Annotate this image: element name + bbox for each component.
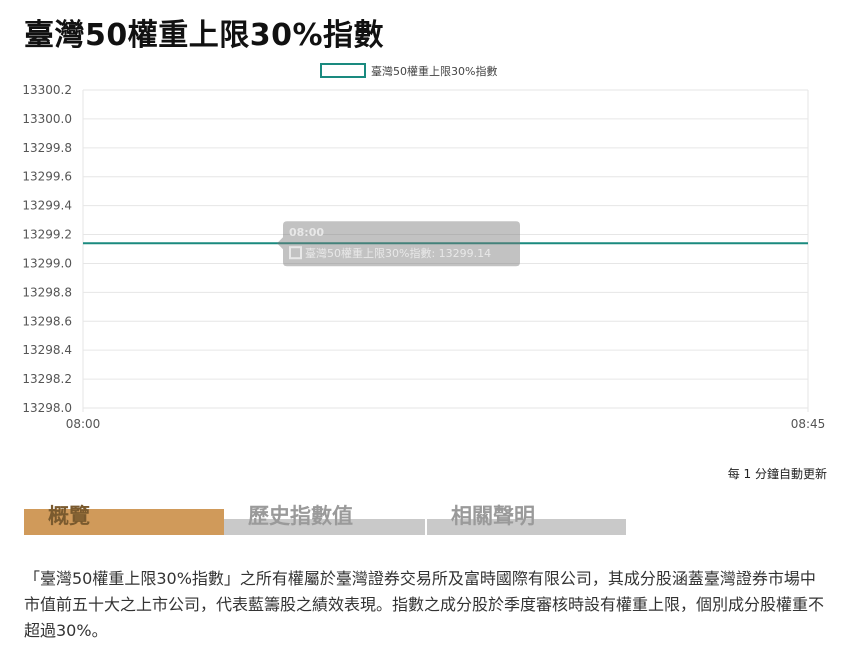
- y-tick-label: 13299.4: [22, 199, 72, 213]
- y-tick-label: 13298.8: [22, 285, 72, 299]
- tab-history[interactable]: 歷史指數值: [224, 501, 425, 535]
- chart-grid: [82, 89, 809, 412]
- tab-overview-label: 概覽: [48, 504, 90, 528]
- y-tick-label: 13298.0: [22, 401, 72, 415]
- x-tick-label: 08:00: [66, 417, 101, 431]
- y-tick-label: 13299.0: [22, 256, 72, 270]
- x-tick-label: 08:45: [791, 417, 826, 431]
- legend-swatch[interactable]: [320, 63, 366, 78]
- y-tick-label: 13299.2: [22, 228, 72, 242]
- tooltip-value: 臺灣50權重上限30%指數: 13299.14: [305, 246, 491, 260]
- y-tick-label: 13299.6: [22, 170, 72, 184]
- y-tick-label: 13298.4: [22, 343, 72, 357]
- index-description: 「臺灣50權重上限30%指數」之所有權屬於臺灣證券交易所及富時國際有限公司，其成…: [24, 569, 825, 640]
- y-tick-label: 13300.0: [22, 112, 72, 126]
- tooltip-background: [277, 221, 520, 267]
- y-tick-label: 13298.6: [22, 314, 72, 328]
- y-tick-label: 13299.8: [22, 141, 72, 155]
- page-title: 臺灣50權重上限30%指數: [24, 18, 385, 53]
- tab-notice[interactable]: 相關聲明: [427, 501, 626, 535]
- tooltip-time: 08:00: [289, 226, 324, 239]
- y-axis-ticks: 13300.2 13300.0 13299.8 13299.6 13299.4 13299…: [22, 83, 72, 415]
- y-tick-label: 13300.2: [22, 83, 72, 97]
- y-tick-label: 13298.2: [22, 372, 72, 386]
- chart-legend[interactable]: 臺灣50權重上限30%指數: [320, 63, 497, 78]
- tab-history-label: 歷史指數值: [248, 504, 353, 528]
- auto-update-note: 每 1 分鐘自動更新: [727, 467, 827, 481]
- tooltip-swatch: [289, 246, 302, 260]
- x-axis-ticks: 08:00 08:45: [66, 417, 826, 431]
- index-line-chart: 臺灣50權重上限30%指數 13300.2 13300.0 13299.8 13299…: [22, 63, 826, 431]
- tab-notice-label: 相關聲明: [451, 504, 535, 528]
- chart-tooltip: 08:00 臺灣50權重上限30%指數: 13299.14: [277, 221, 520, 267]
- tab-overview[interactable]: 概覽: [24, 501, 224, 535]
- legend-label: 臺灣50權重上限30%指數: [371, 64, 497, 78]
- tab-bar: 概覽 歷史指數值 相關聲明: [24, 501, 626, 535]
